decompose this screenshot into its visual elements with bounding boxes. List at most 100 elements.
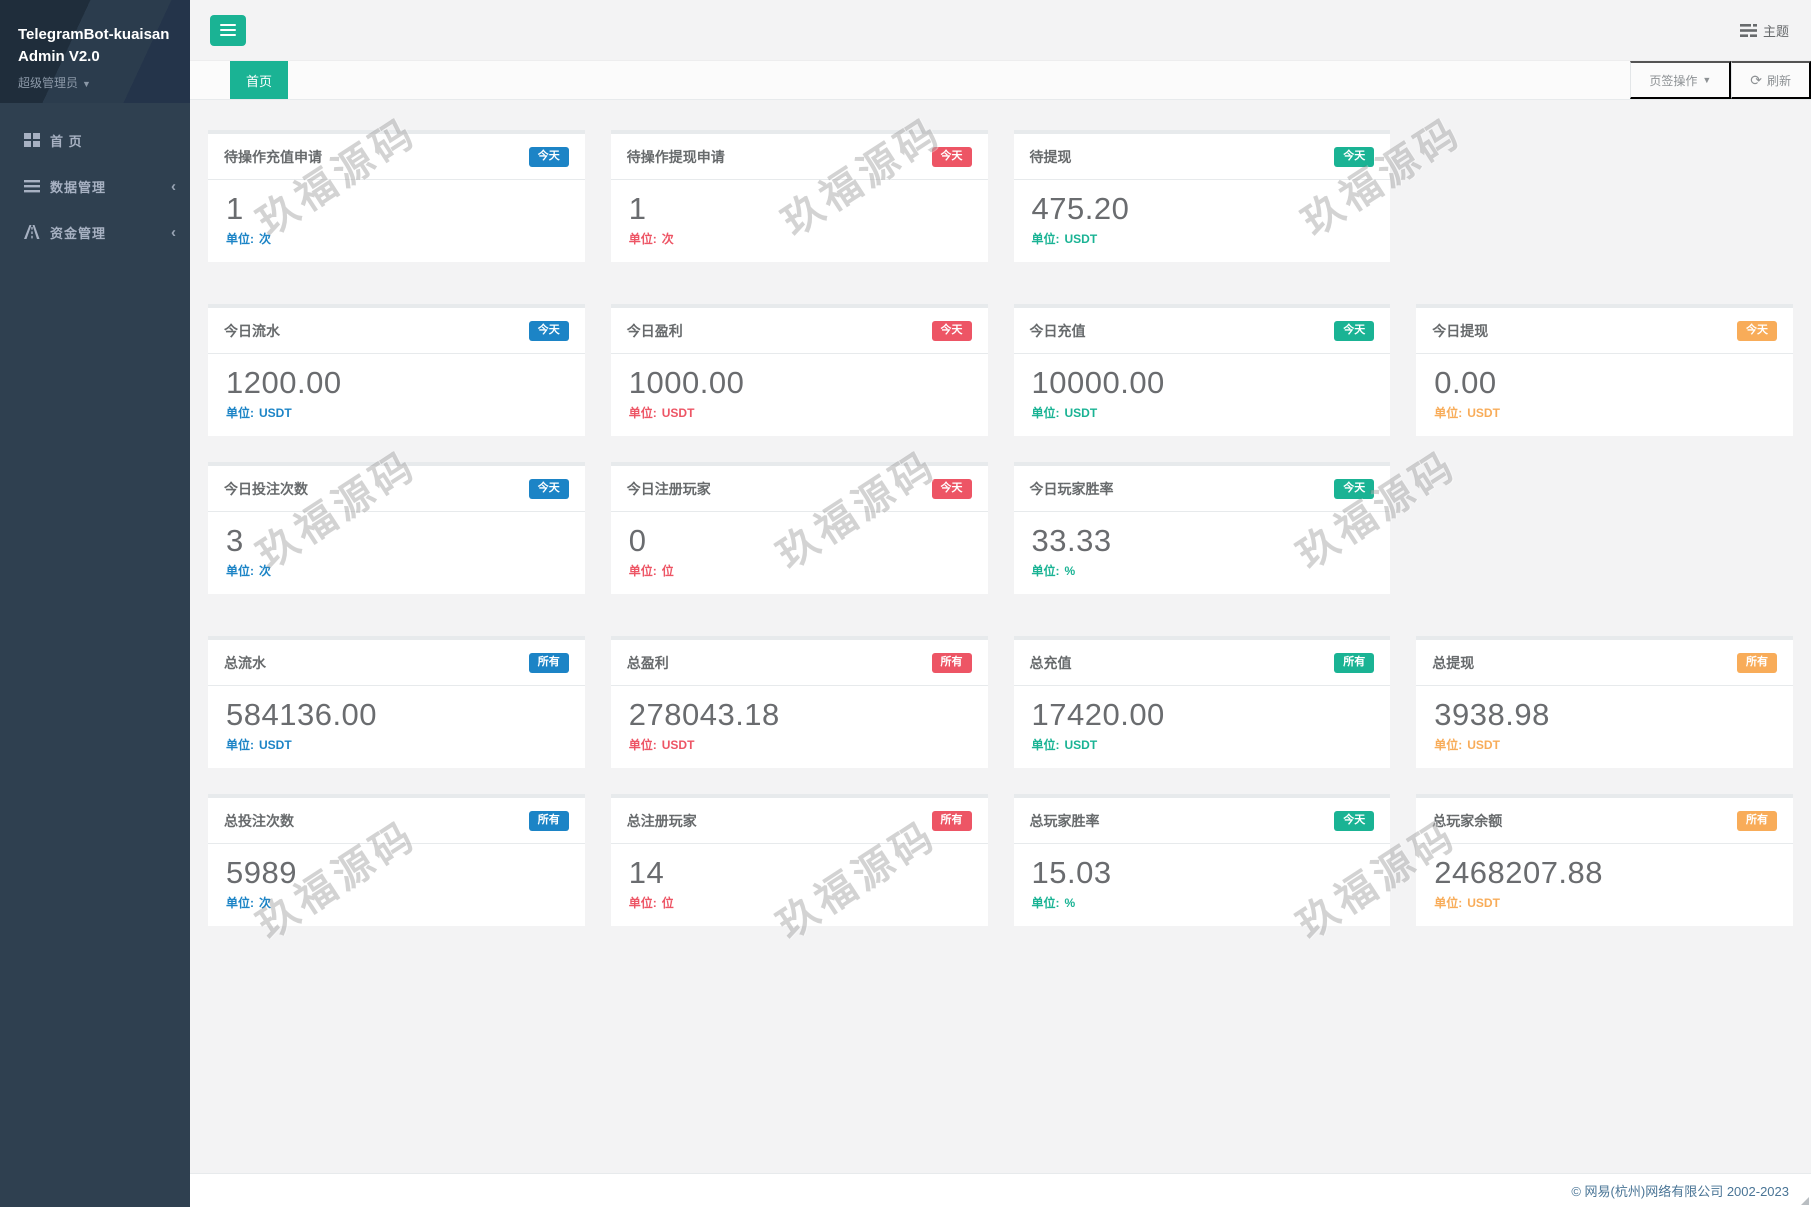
stat-card-unit: % — [1064, 896, 1076, 911]
stat-card-value: 278043.18 — [628, 697, 780, 732]
stat-card: 总盈利 所有 278043.18 单位: USDT — [610, 636, 988, 768]
stat-card-value: 14 — [628, 855, 665, 890]
tabbar: 首页 页签操作 ▼ ⟳ 刷新 — [190, 60, 1811, 100]
sidebar-item-label: 数据管理 — [50, 179, 107, 195]
stat-card-unit-label: 单位: — [1434, 738, 1463, 753]
stat-card: 今日盈利 今天 1000.00 单位: USDT — [610, 304, 988, 436]
stat-card-title: 总盈利 — [626, 655, 669, 671]
stat-card-badge: 所有 — [931, 811, 972, 831]
stat-card-unit: 位 — [661, 564, 674, 579]
stat-card-badge: 所有 — [528, 653, 569, 673]
stat-card-badge: 所有 — [1334, 653, 1375, 673]
menu-toggle-button[interactable] — [210, 14, 246, 46]
stat-card: 待操作充值申请 今天 1 单位: 次 — [208, 130, 585, 262]
stat-card-title: 今日盈利 — [626, 323, 683, 339]
chevron-down-icon: ▼ — [82, 78, 91, 89]
refresh-button[interactable]: ⟳ 刷新 — [1731, 61, 1811, 99]
stat-card-unit: USDT — [1467, 738, 1500, 753]
sidebar-item-label: 首 页 — [50, 133, 83, 149]
resize-grip-icon — [1801, 1197, 1809, 1205]
stat-card: 今日充值 今天 10000.00 单位: USDT — [1013, 304, 1391, 436]
stat-card-title: 总注册玩家 — [626, 813, 697, 829]
stat-card-badge: 今天 — [931, 479, 972, 499]
tab-actions-button[interactable]: 页签操作 ▼ — [1630, 61, 1732, 99]
stat-card-value: 0 — [628, 523, 647, 558]
stat-card-badge: 所有 — [528, 811, 569, 831]
stat-card-unit: USDT — [1064, 406, 1098, 421]
stat-card-unit: 位 — [661, 896, 674, 911]
stat-card-unit-label: 单位: — [628, 896, 657, 911]
stat-card-unit-label: 单位: — [628, 406, 657, 421]
stat-card-unit-label: 单位: — [226, 896, 254, 911]
stat-card-value: 10000.00 — [1031, 365, 1165, 400]
stat-card-badge: 今天 — [1334, 479, 1375, 499]
stat-card-unit-label: 单位: — [628, 232, 657, 247]
stat-card: 总提现 所有 3938.98 单位: USDT — [1416, 636, 1793, 768]
stat-card-value: 1200.00 — [226, 365, 342, 400]
sidebar-item-funds-management[interactable]: 资金管理 ‹ — [0, 209, 190, 255]
stat-card-title: 总提现 — [1432, 655, 1475, 671]
theme-icon — [1739, 23, 1757, 37]
stat-card-badge: 今天 — [528, 479, 569, 499]
stat-card-value: 1000.00 — [628, 365, 745, 400]
stat-card-title: 总玩家胜率 — [1029, 813, 1100, 829]
sidebar-item-home[interactable]: 首 页 — [0, 117, 190, 163]
tab-actions-label: 页签操作 — [1649, 73, 1698, 88]
stat-card-badge: 今天 — [1334, 147, 1375, 167]
stat-card: 今日流水 今天 1200.00 单位: USDT — [208, 304, 585, 436]
stat-card-value: 5989 — [226, 855, 297, 890]
chevron-left-icon: ‹ — [171, 223, 176, 241]
stat-card-title: 今日提现 — [1432, 323, 1489, 339]
stats-section-today: 今日流水 今天 1200.00 单位: USDT 今日盈利 今天 1000.00 … — [208, 304, 1793, 594]
stat-card-unit: USDT — [259, 406, 292, 421]
main-area: 主题 首页 页签操作 ▼ ⟳ 刷新 待操作充值申请 今天 1 — [190, 0, 1811, 1207]
stat-card-unit-label: 单位: — [1031, 406, 1060, 421]
stat-card-unit: USDT — [1064, 232, 1098, 247]
stat-card-unit-label: 单位: — [628, 564, 657, 579]
stat-card: 待提现 今天 475.20 单位: USDT — [1013, 130, 1391, 262]
grid-icon — [24, 133, 40, 147]
stat-card-title: 今日充值 — [1029, 323, 1086, 339]
footer: © 网易(杭州)网络有限公司 2002-2023 — [190, 1173, 1811, 1207]
stat-card: 今日玩家胜率 今天 33.33 单位:% — [1013, 462, 1391, 594]
stat-card: 总注册玩家 所有 14 单位: 位 — [610, 794, 988, 926]
chevron-down-icon: ▼ — [1702, 75, 1712, 85]
user-role-dropdown[interactable]: 超级管理员 ▼ — [18, 74, 172, 91]
tab-home[interactable]: 首页 — [230, 61, 288, 99]
stat-card: 总玩家余额 所有 2468207.88 单位: USDT — [1416, 794, 1793, 926]
stat-card-title: 待操作充值申请 — [224, 149, 322, 165]
stat-card-unit-label: 单位: — [1434, 406, 1463, 421]
stat-card: 待操作提现申请 今天 1 单位: 次 — [610, 130, 988, 262]
stat-card-unit-label: 单位: — [226, 406, 254, 421]
sidebar: TelegramBot-kuaisan Admin V2.0 超级管理员 ▼ 首 … — [0, 0, 190, 1207]
stat-card-value: 33.33 — [1031, 523, 1112, 558]
stat-card-value: 2468207.88 — [1434, 855, 1604, 890]
stat-card: 今日注册玩家 今天 0 单位: 位 — [610, 462, 988, 594]
footer-copyright: © 网易(杭州)网络有限公司 2002-2023 — [1571, 1184, 1789, 1199]
stat-card-unit-label: 单位: — [226, 738, 254, 753]
sidebar-menu: 首 页 数据管理 ‹ 资金管理 ‹ — [0, 103, 190, 255]
sidebar-item-label: 资金管理 — [50, 225, 107, 241]
stat-card-title: 今日投注次数 — [224, 481, 308, 497]
stat-card-badge: 所有 — [931, 653, 972, 673]
stat-card-unit: USDT — [661, 406, 695, 421]
stat-card: 今日投注次数 今天 3 单位: 次 — [208, 462, 585, 594]
stat-card-title: 待操作提现申请 — [626, 149, 725, 165]
theme-button[interactable]: 主题 — [1739, 21, 1789, 40]
stat-card-badge: 今天 — [1737, 321, 1777, 341]
theme-label: 主题 — [1762, 23, 1789, 39]
stat-card-badge: 今天 — [931, 147, 972, 167]
stats-section-pending: 待操作充值申请 今天 1 单位: 次 待操作提现申请 今天 1 单位: 次 待提现 … — [208, 130, 1793, 262]
stat-card-value: 15.03 — [1031, 855, 1112, 890]
stat-card-value: 584136.00 — [226, 697, 378, 732]
stat-card-unit: 次 — [259, 564, 272, 579]
user-role-label: 超级管理员 — [18, 75, 79, 90]
sidebar-item-data-management[interactable]: 数据管理 ‹ — [0, 163, 190, 209]
app-title-line1: TelegramBot-kuaisan — [18, 26, 170, 43]
stat-card-badge: 今天 — [931, 321, 972, 341]
stat-card-value: 1 — [226, 191, 244, 226]
refresh-label: 刷新 — [1766, 73, 1791, 88]
stat-card-badge: 所有 — [1737, 653, 1777, 673]
stat-card-value: 3938.98 — [1434, 697, 1550, 732]
